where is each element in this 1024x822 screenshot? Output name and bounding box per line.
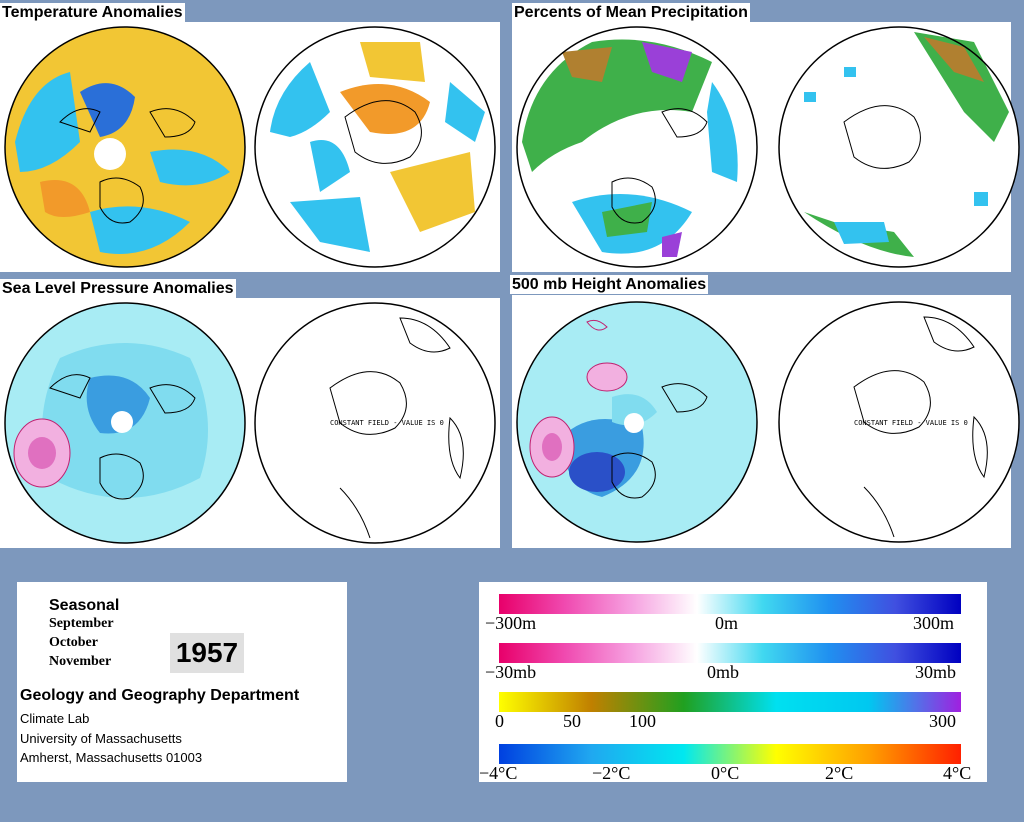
temperature-globe-right [254,26,496,268]
pressure-min-label: −30mb [485,662,537,682]
temp-label-4: 4°C [943,763,972,783]
month-2: October [49,635,98,650]
precip-label-0: 0 [495,711,504,731]
precip-label-100: 100 [629,711,656,731]
precipitation-title: Percents of Mean Precipitation [512,3,750,22]
pressure-mid-label: 0mb [707,662,740,682]
year-badge: 1957 [170,633,244,673]
month-3: November [49,654,112,669]
slp-constant-field-label: CONSTANT FIELD - VALUE IS 0 [330,419,444,427]
slp-panel: CONSTANT FIELD - VALUE IS 0 [0,298,500,548]
address-line-1: Climate Lab [20,711,90,726]
slp-globe-left [4,302,246,544]
height500-globe-right [778,301,1020,543]
height-mid-label: 0m [715,613,739,633]
season-label: Seasonal [49,597,120,614]
height500-globe-left [516,301,758,543]
precipitation-panel [512,22,1020,272]
precip-scale-bar [499,692,961,712]
height-max-label: 300m [913,613,955,633]
temp-label-0: 0°C [711,763,740,783]
precipitation-globe-right [778,26,1020,268]
temperature-scale-bar [499,744,961,764]
slp-globe-right [254,302,496,544]
height-min-label: −300m [485,613,537,633]
precip-label-300: 300 [929,711,956,731]
height500-constant-field-label: CONSTANT FIELD - VALUE IS 0 [854,419,968,427]
temperature-title: Temperature Anomalies [0,3,185,22]
temp-label-minus2: −2°C [592,763,631,783]
temperature-panel [0,22,500,272]
height-scale-bar [499,594,961,614]
temperature-globe-left [4,26,246,268]
address-line-3: Amherst, Massachusetts 01003 [20,750,203,765]
pressure-max-label: 30mb [915,662,957,682]
color-scales-box: −300m 0m 300m −30mb 0mb 30mb 0 50 100 30… [479,582,987,782]
slp-title: Sea Level Pressure Anomalies [0,279,236,298]
pressure-scale-bar [499,643,961,663]
temp-label-minus4: −4°C [479,763,518,783]
address-line-2: University of Massachusetts [20,731,182,746]
height500-panel: CONSTANT FIELD - VALUE IS 0 [512,295,1020,548]
department-name: Geology and Geography Department [20,687,300,704]
info-box: Seasonal September October November 1957… [17,582,347,782]
precipitation-globe-left [516,26,758,268]
precip-label-50: 50 [563,711,581,731]
temp-label-2: 2°C [825,763,854,783]
height500-title: 500 mb Height Anomalies [510,275,709,294]
month-1: September [49,616,114,631]
